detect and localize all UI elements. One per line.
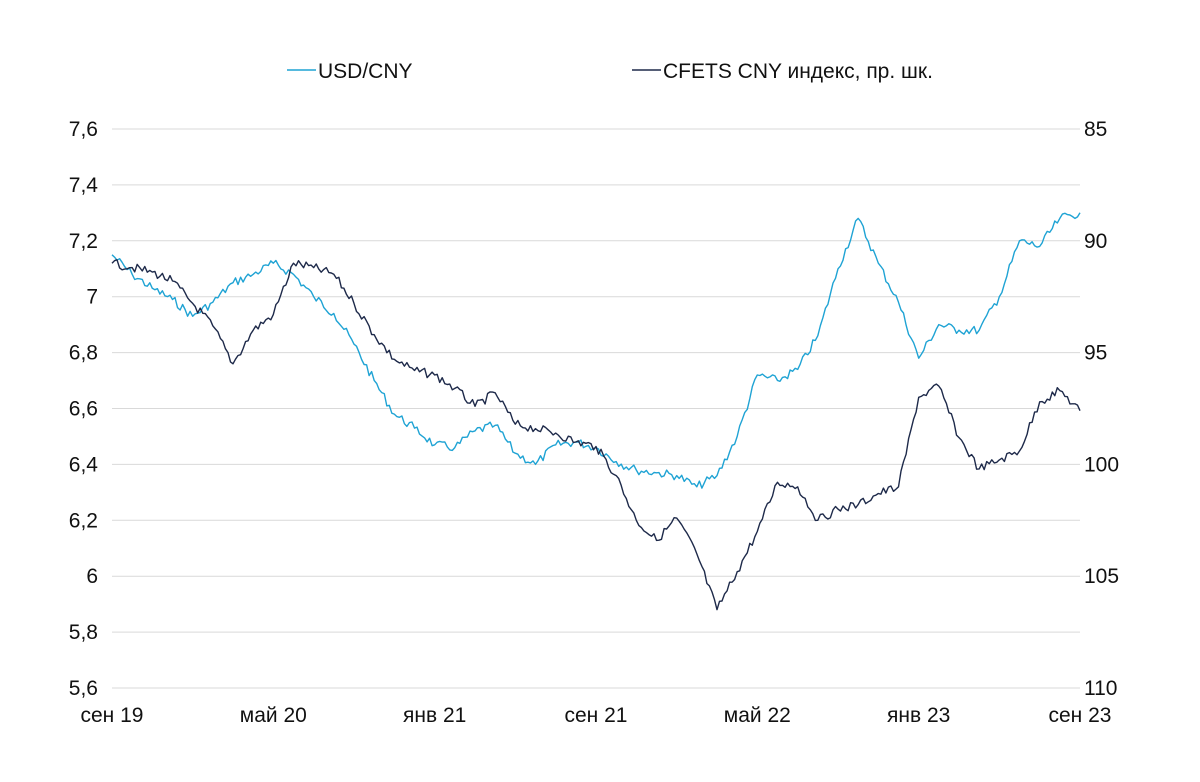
left-y-tick-label: 6,4 (69, 453, 99, 476)
left-y-tick-label: 6,6 (69, 398, 98, 421)
left-y-tick-label: 6,8 (69, 342, 98, 365)
left-y-tick-label: 7,4 (69, 174, 99, 197)
right-y-tick-label: 110 (1084, 677, 1117, 700)
right-y-tick-label: 90 (1084, 230, 1107, 253)
legend-label-usd-cny: USD/CNY (318, 60, 413, 83)
x-tick-label: май 20 (240, 704, 307, 727)
legend: USD/CNY CFETS CNY индекс, пр. шк. (287, 60, 933, 83)
right-y-tick-label: 85 (1084, 118, 1107, 141)
left-y-tick-label: 7 (86, 286, 98, 309)
left-y-tick-label: 7,2 (69, 230, 98, 253)
left-y-tick-label: 5,6 (69, 677, 98, 700)
left-y-tick-label: 5,8 (69, 621, 98, 644)
left-y-axis: 7,6 7,4 7,2 7 6,8 6,6 6,4 6,2 6 5,8 5,6 (69, 118, 99, 700)
right-y-tick-label: 105 (1084, 565, 1119, 588)
x-tick-label: сен 23 (1049, 704, 1112, 727)
x-tick-label: янв 21 (403, 704, 466, 727)
x-tick-label: май 22 (724, 704, 791, 727)
right-y-tick-label: 100 (1084, 453, 1119, 476)
right-y-tick-label: 95 (1084, 342, 1107, 365)
legend-label-cfets: CFETS CNY индекс, пр. шк. (663, 60, 933, 83)
x-tick-label: янв 23 (887, 704, 950, 727)
x-axis: сен 19 май 20 янв 21 сен 21 май 22 янв 23 сен … (81, 704, 1112, 727)
left-y-tick-label: 6,2 (69, 509, 98, 532)
x-tick-label: сен 19 (81, 704, 144, 727)
gridlines (112, 128, 1080, 689)
left-y-tick-label: 6 (86, 565, 98, 588)
series-layer (111, 212, 1081, 611)
series-line-cfets (111, 259, 1081, 611)
right-y-axis: 85 90 95 100 105 110 (1084, 118, 1119, 700)
x-tick-label: сен 21 (565, 704, 628, 727)
left-y-tick-label: 7,6 (69, 118, 98, 141)
